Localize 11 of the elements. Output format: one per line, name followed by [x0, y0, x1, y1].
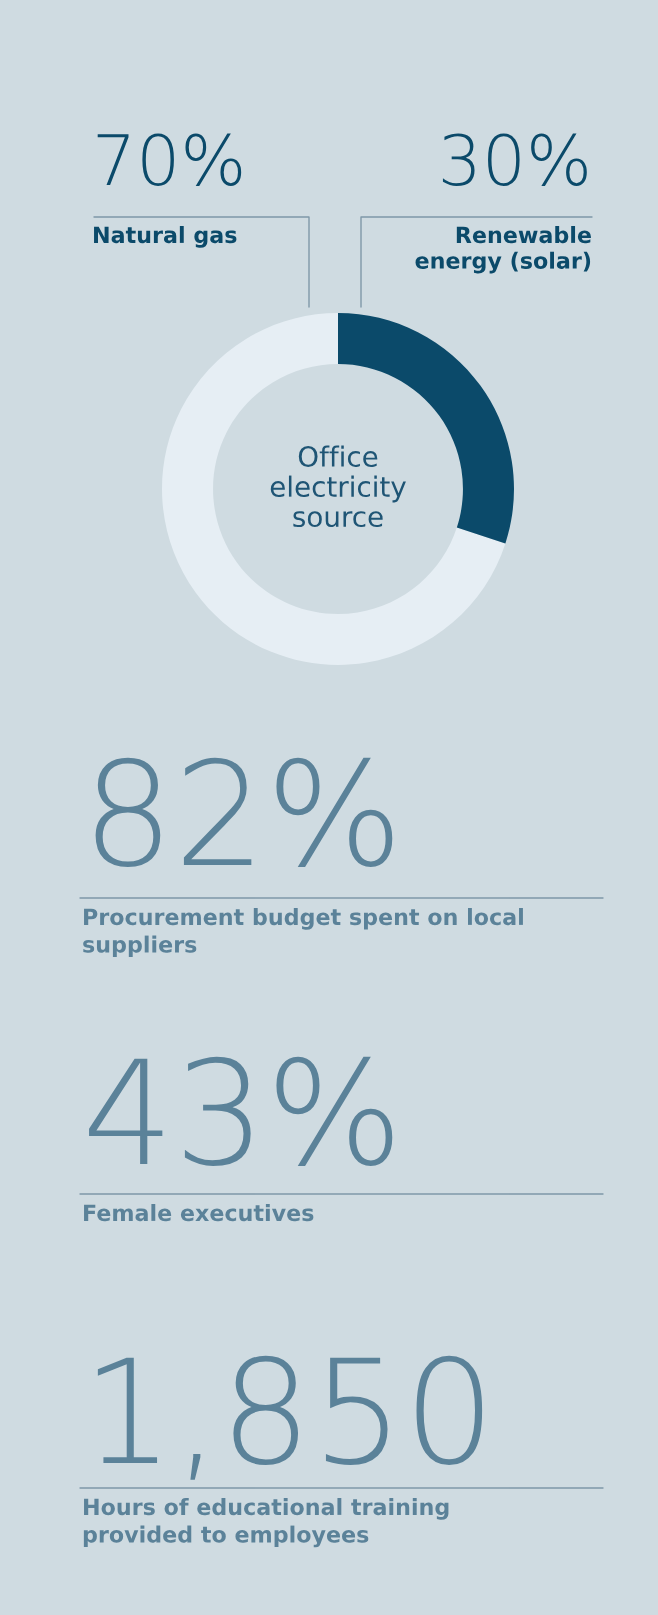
text: Procurement budget spent on local suppliers [83, 908, 523, 958]
text: Office electricity source [270, 445, 406, 528]
text: 1,850 [97, 1355, 483, 1480]
slice-label: Renewable energy (solar) [415, 226, 591, 274]
text: Hours of educational training provided to employees [83, 1498, 449, 1548]
data-label: 70% [97, 133, 242, 187]
text: 82% [95, 757, 393, 868]
text: Female executives [84, 1204, 314, 1222]
data-label: 30% [442, 133, 587, 187]
slice-label: Natural gas [94, 226, 237, 248]
text: 43% [89, 1056, 393, 1167]
